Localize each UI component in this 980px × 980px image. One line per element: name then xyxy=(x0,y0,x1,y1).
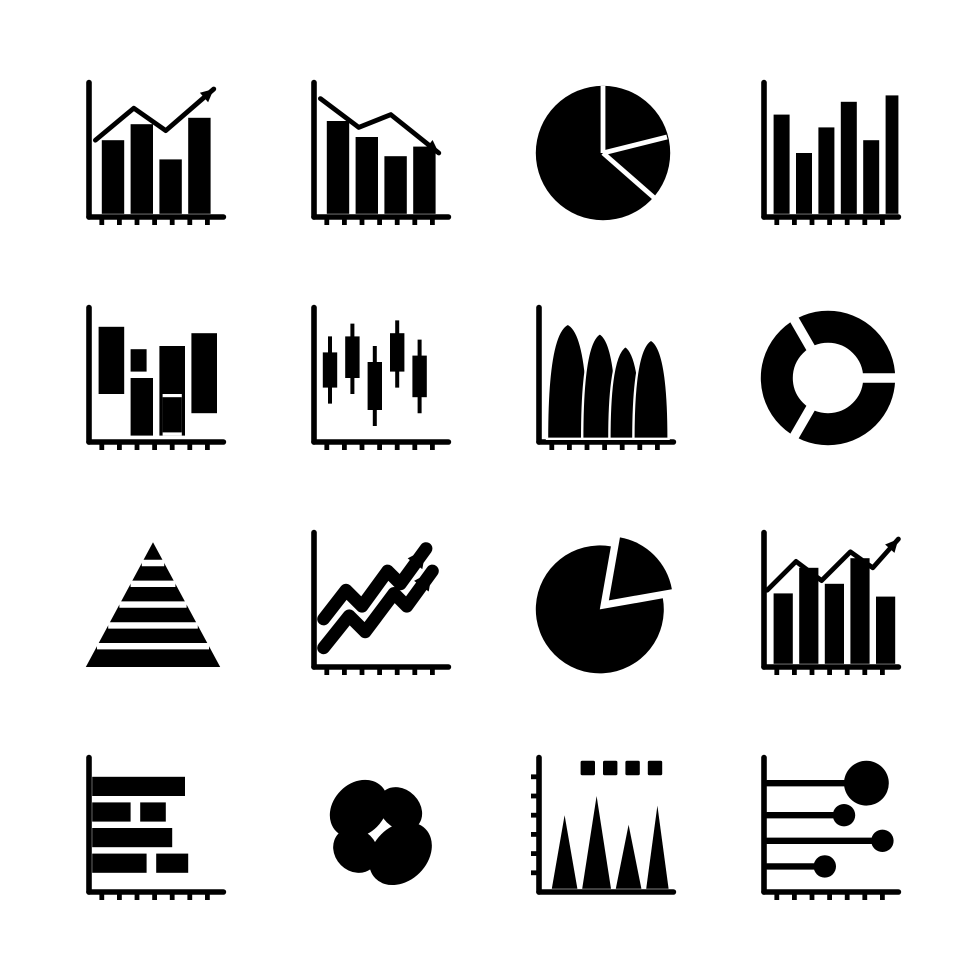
pyramid-icon xyxy=(73,523,233,683)
donut-icon xyxy=(748,298,908,458)
horizontal-bars-icon xyxy=(73,748,233,908)
bar-down-arrow-icon xyxy=(298,73,458,233)
column-chart-icon xyxy=(748,73,908,233)
petal-venn-icon xyxy=(298,748,458,908)
spike-chart-icon xyxy=(523,748,683,908)
double-arrow-up-icon xyxy=(298,523,458,683)
pie-slice-out-icon xyxy=(523,523,683,683)
candlestick-icon xyxy=(298,298,458,458)
bar-up-zigzag-icon xyxy=(748,523,908,683)
bar-up-arrow-icon xyxy=(73,73,233,233)
lollipop-icon xyxy=(748,748,908,908)
area-mounds-icon xyxy=(523,298,683,458)
pie-three-slice-icon xyxy=(523,73,683,233)
range-bars-icon xyxy=(73,298,233,458)
